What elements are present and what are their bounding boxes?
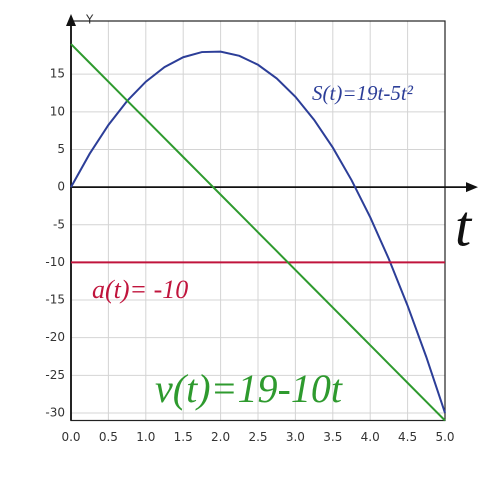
y-tick-label: -30	[45, 405, 65, 419]
series-label: S(t)=19t-5t²	[312, 81, 414, 105]
x-tick-label: 3.0	[286, 430, 305, 444]
y-tick-label: 15	[50, 67, 65, 81]
x-tick-label: 0.5	[99, 430, 118, 444]
y-axis-arrow	[66, 14, 76, 26]
series-label: a(t)= -10	[92, 275, 188, 304]
y-tick-label: -25	[45, 368, 65, 382]
y-tick-label: 10	[50, 104, 65, 118]
x-tick-label: 2.0	[211, 430, 230, 444]
y-tick-label: -20	[45, 330, 65, 344]
y-tick-label: -10	[45, 255, 65, 269]
x-tick-label: 3.5	[323, 430, 342, 444]
series-line	[70, 43, 446, 422]
x-axis-label: t	[455, 193, 473, 258]
y-tick-label: -15	[45, 293, 65, 307]
x-tick-label: 2.5	[248, 430, 267, 444]
y-tick-label: 5	[57, 142, 65, 156]
x-axis-arrow	[466, 182, 478, 193]
x-tick-label: 1.0	[136, 430, 155, 444]
x-tick-label: 0.0	[61, 430, 80, 444]
x-tick-label: 4.0	[361, 430, 380, 444]
series-label: v(t)=19-10t	[155, 366, 343, 411]
series-line	[70, 50, 446, 414]
x-tick-label: 5.0	[435, 430, 454, 444]
y-axis-label: Y	[85, 13, 94, 27]
y-tick-label: -5	[53, 217, 65, 231]
y-tick-label: 0	[57, 180, 65, 194]
x-tick-label: 1.5	[174, 430, 193, 444]
x-tick-label: 4.5	[398, 430, 417, 444]
